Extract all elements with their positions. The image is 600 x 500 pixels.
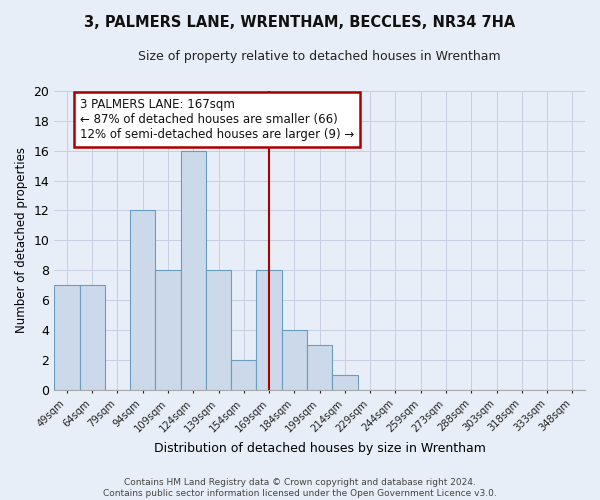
Bar [155,270,181,390]
Text: 3 PALMERS LANE: 167sqm
← 87% of detached houses are smaller (66)
12% of semi-det: 3 PALMERS LANE: 167sqm ← 87% of detached… [80,98,354,141]
Title: Size of property relative to detached houses in Wrentham: Size of property relative to detached ho… [139,50,501,63]
Bar [307,346,332,391]
Bar [282,330,307,390]
Bar [54,286,80,391]
Bar [130,210,155,390]
Bar [256,270,282,390]
X-axis label: Distribution of detached houses by size in Wrentham: Distribution of detached houses by size … [154,442,485,455]
Bar [332,376,358,390]
Bar [206,270,231,390]
Bar [231,360,256,390]
Bar [181,150,206,390]
Bar [80,286,105,391]
Y-axis label: Number of detached properties: Number of detached properties [15,148,28,334]
Text: 3, PALMERS LANE, WRENTHAM, BECCLES, NR34 7HA: 3, PALMERS LANE, WRENTHAM, BECCLES, NR34… [85,15,515,30]
Text: Contains HM Land Registry data © Crown copyright and database right 2024.
Contai: Contains HM Land Registry data © Crown c… [103,478,497,498]
